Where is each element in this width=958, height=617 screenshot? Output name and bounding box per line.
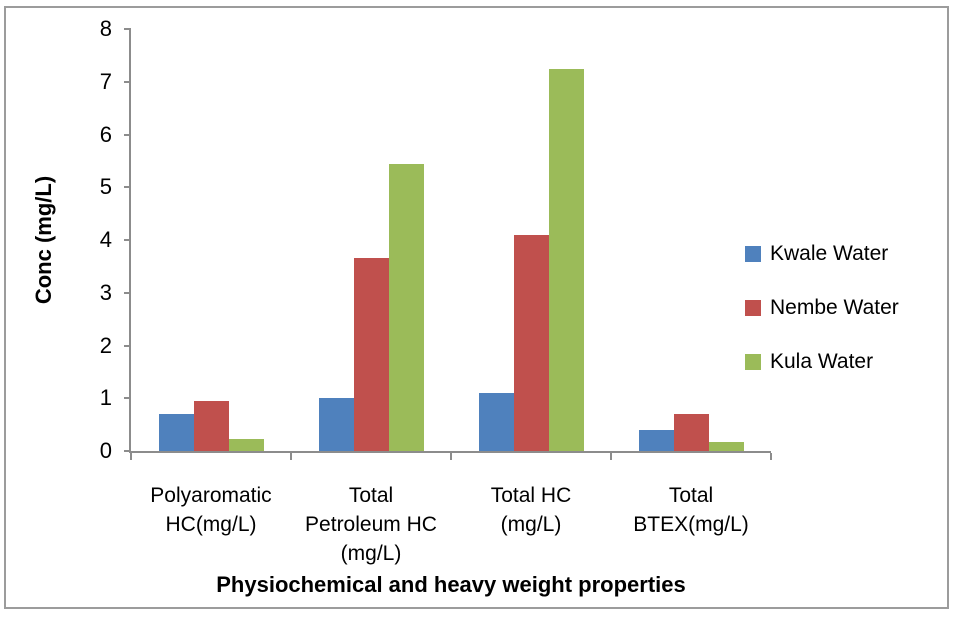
x-category-label-line: (mg/L) (340, 542, 402, 565)
y-tick-mark-2 (124, 344, 131, 347)
legend-label: Kula Water (770, 350, 874, 373)
y-tick-label-0: 0 (99, 438, 112, 463)
x-category-label-line: HC(mg/L) (165, 513, 257, 536)
x-tick-mark-2 (450, 453, 452, 460)
y-tick-label-1: 1 (99, 385, 112, 411)
x-tick-mark-4 (770, 453, 772, 460)
x-category-label-polyaromatic-hc-mg-l: Polyaromatic HC(mg/L) (131, 481, 291, 539)
legend: Kwale Water Nembe Water Kula Water (745, 0, 950, 617)
bar-kwale-water-total-btex-mg-l (638, 429, 674, 451)
x-category-label-line: (mg/L) (500, 513, 562, 536)
legend-swatch-icon (745, 300, 761, 316)
y-tick-label-6: 6 (99, 121, 112, 147)
bar-kwale-water-total-petroleum-hc-mg-l (318, 398, 354, 451)
legend-swatch-icon (745, 246, 761, 262)
bar-kwale-water-polyaromatic-hc-mg-l (158, 414, 194, 451)
legend-label: Nembe Water (770, 296, 899, 319)
y-tick-mark-4 (124, 239, 131, 241)
x-tick-mark-0 (130, 453, 132, 460)
x-axis-title: Physiochemical and heavy weight properti… (216, 572, 686, 597)
legend-swatch-icon (745, 354, 761, 370)
x-category-label-total-hc-mg-l: Total HC (mg/L) (451, 481, 611, 539)
y-tick-mark-7 (124, 80, 131, 83)
x-category-label-total-btex-mg-l: Total BTEX(mg/L) (611, 481, 771, 539)
bar-kwale-water-total-hc-mg-l (478, 392, 514, 451)
y-tick-label-4: 4 (99, 227, 112, 252)
y-tick-mark-6 (124, 133, 131, 136)
y-tick-label-5: 5 (99, 174, 112, 200)
x-tick-mark-3 (610, 453, 612, 460)
bar-nembe-water-total-hc-mg-l (513, 234, 549, 451)
bar-nembe-water-total-btex-mg-l (673, 414, 709, 451)
legend-item-kula-water: Kula Water (745, 350, 873, 374)
legend-item-kwale-water: Kwale Water (745, 242, 888, 266)
x-category-label-line: Polyaromatic (150, 484, 272, 507)
bar-kula-water-polyaromatic-hc-mg-l (228, 439, 264, 451)
y-tick-mark-5 (124, 186, 131, 189)
y-tick-mark-8 (124, 28, 131, 30)
x-category-label-line: Petroleum HC (305, 513, 437, 536)
y-tick-mark-3 (124, 291, 131, 294)
bar-kula-water-total-petroleum-hc-mg-l (388, 163, 424, 451)
x-category-label-total-petroleum-hc-mg-l: Total Petroleum HC (mg/L) (291, 481, 451, 568)
y-tick-label-8: 8 (99, 16, 112, 41)
x-category-label-line: Total (348, 484, 394, 507)
bar-kula-water-total-btex-mg-l (708, 441, 744, 451)
legend-item-nembe-water: Nembe Water (745, 296, 899, 320)
y-tick-mark-0 (124, 450, 131, 452)
bar-nembe-water-total-petroleum-hc-mg-l (353, 258, 389, 451)
y-axis-title: Conc (mg/L) (31, 175, 56, 305)
x-category-label-line: BTEX(mg/L) (633, 513, 749, 536)
bar-kula-water-total-hc-mg-l (548, 68, 584, 451)
x-category-label-line: Total (668, 484, 714, 507)
legend-label: Kwale Water (770, 242, 889, 265)
y-tick-label-3: 3 (99, 279, 112, 305)
y-tick-label-2: 2 (99, 332, 112, 358)
y-tick-label-7: 7 (99, 68, 112, 94)
x-category-label-line: Total HC (490, 484, 572, 507)
bar-nembe-water-polyaromatic-hc-mg-l (193, 400, 229, 451)
y-tick-mark-1 (124, 397, 131, 400)
plot-area (129, 29, 771, 453)
x-tick-mark-1 (290, 453, 292, 460)
